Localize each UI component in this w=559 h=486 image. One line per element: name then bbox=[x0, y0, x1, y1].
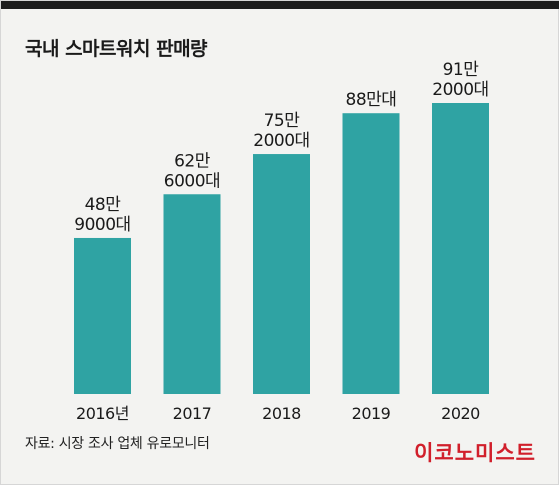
bar-4 bbox=[432, 103, 489, 394]
data-label-2-1: 2000대 bbox=[253, 131, 309, 151]
bar-0 bbox=[74, 237, 131, 394]
data-label-1-0: 62만 bbox=[174, 151, 211, 171]
data-label-4-0: 91만 bbox=[443, 60, 480, 80]
x-tick-label-2: 2018 bbox=[262, 404, 301, 423]
bar-3 bbox=[342, 113, 400, 395]
data-label-0-1: 9000대 bbox=[74, 215, 130, 235]
data-label-3-0: 88만대 bbox=[346, 90, 397, 110]
x-tick-label-4: 2020 bbox=[441, 404, 480, 423]
bar-2 bbox=[253, 154, 310, 394]
data-label-0-0: 48만 bbox=[85, 195, 122, 215]
bar-1 bbox=[163, 194, 221, 394]
data-label-4-1: 2000대 bbox=[432, 80, 488, 100]
data-label-1-1: 6000대 bbox=[164, 171, 220, 191]
x-tick-label-1: 2017 bbox=[173, 404, 212, 423]
data-label-2-0: 75만 bbox=[264, 111, 301, 131]
x-tick-label-0: 2016년 bbox=[76, 404, 129, 423]
x-tick-label-3: 2019 bbox=[352, 404, 391, 423]
brand-logo: 이코노미스트 bbox=[414, 441, 536, 465]
top-rule bbox=[1, 1, 559, 9]
source-note: 자료: 시장 조사 업체 유로모니터 bbox=[25, 436, 210, 452]
chart-title: 국내 스마트워치 판매량 bbox=[25, 38, 208, 60]
